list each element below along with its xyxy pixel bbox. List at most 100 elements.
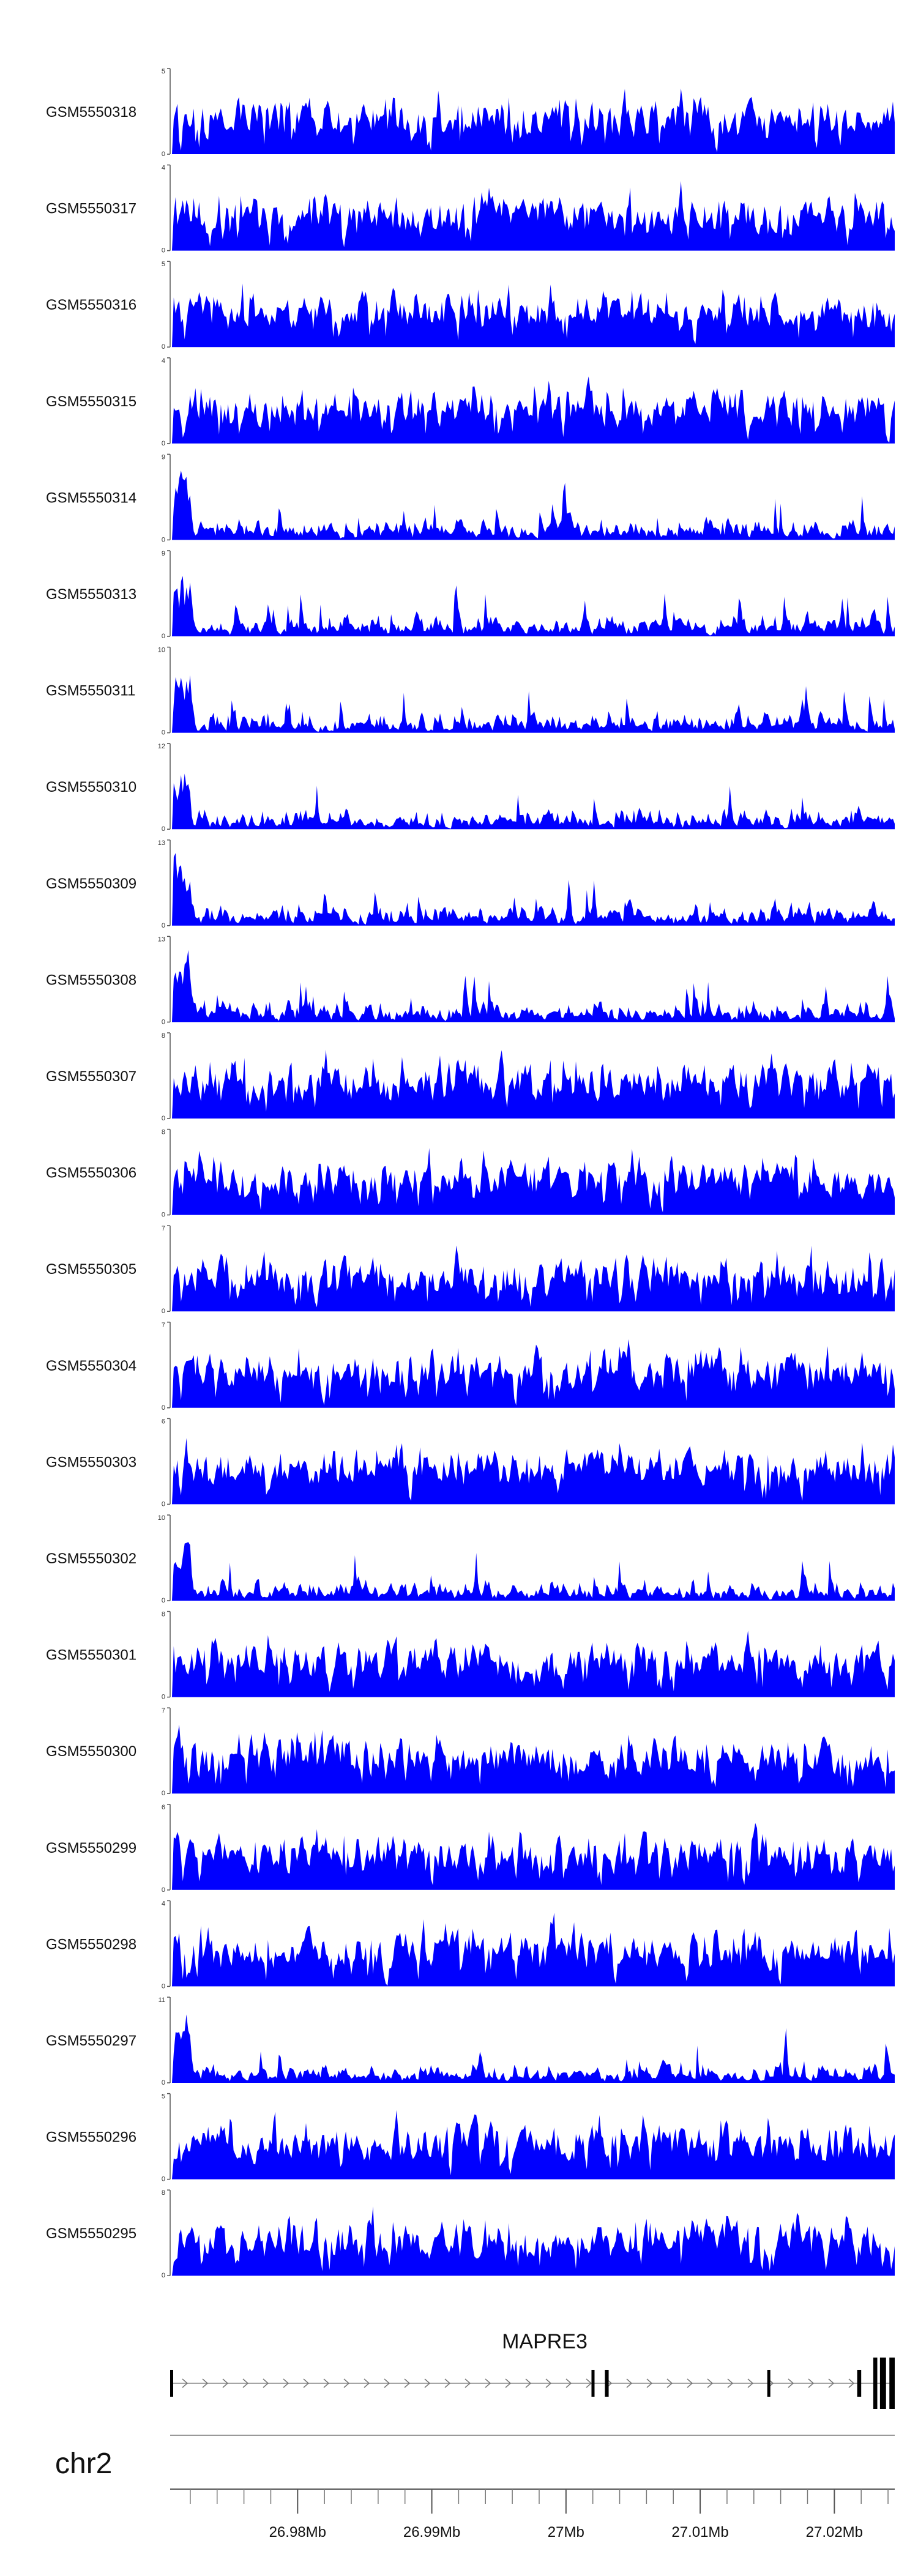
y-axis-max-label: 4 (162, 1900, 165, 1907)
track-label: GSM5550297 (46, 2033, 136, 2049)
coverage-area (170, 1724, 895, 1794)
genome-axis: chr2 26.98Mb 26.99Mb 27Mb 27.01Mb 27.02Mb (55, 2435, 895, 2541)
y-axis-min-label: 0 (162, 922, 165, 929)
y-axis-max-label: 5 (162, 261, 165, 268)
track-label: GSM5550299 (46, 1840, 136, 1856)
y-axis-min-label: 0 (162, 1500, 165, 1508)
gene-exon (873, 2358, 878, 2409)
y-axis-max-label: 7 (162, 1707, 165, 1714)
coverage-area (170, 2206, 895, 2276)
track-GSM5550295: GSM5550295 8 0 (46, 2189, 895, 2279)
track-label: GSM5550301 (46, 1647, 136, 1664)
y-axis-min-label: 0 (162, 2176, 165, 2183)
gene-track: MAPRE3 (170, 2330, 895, 2409)
y-axis-min-label: 0 (162, 2272, 165, 2279)
y-axis-max-label: 4 (162, 357, 165, 365)
x-axis-tick-label: 26.98Mb (269, 2524, 326, 2541)
track-GSM5550309: GSM5550309 13 0 (46, 839, 895, 929)
y-axis-min-label: 0 (162, 343, 165, 351)
y-axis-min-label: 0 (162, 1597, 165, 1604)
strand-arrow (465, 2378, 471, 2388)
coverage-area (170, 853, 895, 926)
track-GSM5550306: GSM5550306 8 0 (46, 1129, 895, 1219)
strand-arrow (384, 2378, 390, 2388)
y-axis-min-label: 0 (162, 1982, 165, 1990)
coverage-area (170, 376, 895, 444)
track-GSM5550316: GSM5550316 5 0 (46, 261, 895, 351)
y-axis-max-label: 5 (162, 68, 165, 75)
track-label: GSM5550316 (46, 297, 136, 313)
y-axis-max-label: 8 (162, 2189, 165, 2197)
track-GSM5550314: GSM5550314 9 0 (46, 453, 895, 543)
track-label: GSM5550296 (46, 2129, 136, 2146)
strand-arrow (545, 2378, 552, 2388)
x-axis-tick-label: 27Mb (548, 2524, 584, 2541)
strand-arrow (727, 2378, 734, 2388)
coverage-area (170, 2110, 895, 2180)
y-axis-max-label: 7 (162, 1322, 165, 1329)
strand-arrow (343, 2378, 350, 2388)
gene-exon (170, 2370, 173, 2397)
strand-arrow (444, 2378, 451, 2388)
strand-arrow (263, 2378, 269, 2388)
strand-arrow (222, 2378, 229, 2388)
y-axis-min-label: 0 (162, 1790, 165, 1797)
track-GSM5550310: GSM5550310 12 0 (46, 743, 895, 833)
track-GSM5550302: GSM5550302 10 0 (46, 1514, 895, 1604)
y-axis-min-label: 0 (162, 2079, 165, 2086)
strand-arrow (303, 2378, 310, 2388)
gene-exon (767, 2370, 771, 2397)
strand-arrow (525, 2378, 532, 2388)
strand-arrow (788, 2378, 794, 2388)
strand-arrow (808, 2378, 815, 2388)
coverage-area (170, 1245, 895, 1312)
y-axis-min-label: 0 (162, 1308, 165, 1315)
coverage-area (170, 1913, 895, 1987)
strand-arrow (666, 2378, 673, 2388)
y-axis-max-label: 8 (162, 1611, 165, 1618)
y-axis-max-label: 5 (162, 2093, 165, 2101)
track-GSM5550303: GSM5550303 6 0 (46, 1418, 895, 1508)
coverage-area (170, 675, 895, 733)
strand-arrow (323, 2378, 330, 2388)
track-GSM5550301: GSM5550301 8 0 (46, 1611, 895, 1701)
track-label: GSM5550303 (46, 1454, 136, 1470)
gene-exon (857, 2370, 862, 2397)
strand-arrow (747, 2378, 754, 2388)
track-label: GSM5550309 (46, 876, 136, 892)
y-axis-min-label: 0 (162, 1018, 165, 1026)
coverage-area (170, 950, 895, 1022)
y-axis-max-label: 4 (162, 165, 165, 172)
y-axis-min-label: 0 (162, 1115, 165, 1122)
strand-arrow (646, 2378, 653, 2388)
y-axis-min-label: 0 (162, 729, 165, 737)
strand-arrow (505, 2378, 512, 2388)
x-axis-tick-label: 27.01Mb (671, 2524, 728, 2541)
y-axis-max-label: 9 (162, 550, 165, 557)
y-axis-min-label: 0 (162, 1212, 165, 1219)
gene-exon (605, 2370, 609, 2397)
strand-arrow (586, 2378, 592, 2388)
gene-exon (889, 2358, 895, 2409)
gene-exon (591, 2370, 595, 2397)
coverage-area (170, 773, 895, 830)
y-axis-max-label: 10 (158, 1514, 165, 1522)
y-axis-max-label: 8 (162, 1032, 165, 1040)
strand-arrow (828, 2378, 835, 2388)
y-axis-max-label: 10 (158, 647, 165, 654)
track-label: GSM5550311 (46, 683, 135, 699)
y-axis-min-label: 0 (162, 1694, 165, 1701)
y-axis-max-label: 6 (162, 1804, 165, 1811)
coverage-area (170, 1339, 895, 1408)
track-GSM5550298: GSM5550298 4 0 (46, 1900, 895, 1990)
track-label: GSM5550306 (46, 1165, 136, 1182)
track-label: GSM5550305 (46, 1261, 136, 1278)
track-GSM5550318: GSM5550318 5 0 (46, 68, 895, 158)
track-GSM5550315: GSM5550315 4 0 (46, 357, 895, 447)
coverage-area (170, 576, 895, 636)
chromosome-label: chr2 (55, 2448, 112, 2480)
track-label: GSM5550318 (46, 104, 136, 121)
y-axis-min-label: 0 (162, 440, 165, 447)
y-axis-min-label: 0 (162, 1886, 165, 1894)
coverage-area (170, 1148, 895, 1215)
